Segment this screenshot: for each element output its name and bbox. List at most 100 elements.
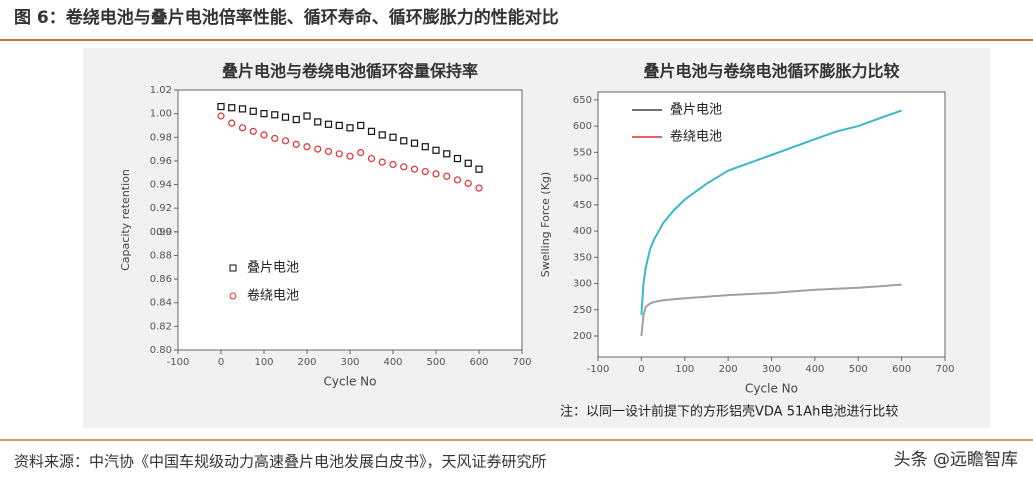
y-tick-label: 400 (573, 226, 592, 237)
y-tick-label: 1.00 (150, 109, 172, 120)
plot-area (177, 89, 523, 351)
point (228, 104, 236, 112)
point (432, 146, 440, 154)
y-tick-label: 0.90 (150, 227, 172, 238)
y-axis-label: Capacity retention (119, 169, 132, 271)
point (217, 102, 225, 111)
point (228, 119, 236, 127)
figure-title: 图 6：卷绕电池与叠片电池倍率性能、循环寿命、循环膨胀力的性能对比 (14, 7, 559, 28)
y-tick-label: 600 (573, 121, 592, 132)
x-axis-label: Cycle No (324, 375, 377, 389)
point (453, 154, 462, 163)
chart-title: 叠片电池与卷绕电池循环膨胀力比较 (643, 62, 899, 81)
point (475, 184, 483, 192)
point (346, 152, 354, 160)
point (335, 150, 343, 158)
x-tick-label: 300 (340, 357, 359, 368)
y-tick-label: 0.92 (150, 203, 172, 214)
y-tick-label: 1.02 (150, 85, 172, 96)
x-tick-label: 700 (512, 357, 531, 368)
x-tick-label: 0 (218, 357, 224, 368)
point (346, 124, 354, 132)
x-tick-label: 300 (762, 364, 781, 375)
point (432, 170, 440, 178)
point (464, 159, 472, 167)
point (410, 165, 419, 173)
point (314, 118, 322, 126)
point (421, 167, 429, 176)
point (314, 145, 322, 153)
y-tick-label: 0.96 (150, 156, 172, 167)
point (281, 137, 290, 145)
point (443, 150, 451, 158)
point (367, 127, 376, 135)
x-tick-label: -100 (167, 357, 190, 368)
y-tick-label: 650 (573, 95, 592, 106)
x-tick-label: 500 (849, 364, 868, 375)
point (271, 111, 279, 119)
y-tick-label: 350 (573, 252, 592, 263)
line (640, 283, 902, 337)
y-tick-label: 0.80 (150, 345, 172, 356)
point (464, 179, 472, 187)
watermark: 头条 @远瞻智库 (894, 450, 1018, 470)
point (389, 160, 397, 169)
point (400, 163, 408, 171)
x-tick-label: 400 (805, 364, 824, 375)
point (443, 172, 451, 180)
point (475, 165, 483, 173)
y-tick-label: 0.88 (150, 250, 172, 261)
point (324, 120, 333, 128)
y-tick-label: 0.82 (150, 321, 172, 332)
point (335, 121, 343, 130)
x-axis-label: Cycle No (745, 382, 798, 396)
y-tick-label: 0.84 (150, 298, 172, 309)
y-tick-label: 200 (573, 331, 592, 342)
x-tick-label: 100 (254, 357, 273, 368)
point (238, 105, 247, 113)
plot-area (597, 91, 946, 358)
x-tick-label: 400 (383, 357, 402, 368)
point (324, 147, 333, 156)
point (292, 115, 300, 124)
point (400, 137, 408, 145)
x-tick-label: 600 (469, 357, 488, 368)
point (238, 124, 247, 132)
legend-label: 叠片电池 (670, 103, 722, 118)
point (421, 143, 429, 151)
legend-marker (229, 292, 237, 300)
x-tick-label: 600 (892, 364, 911, 375)
point (453, 176, 462, 184)
x-tick-label: 100 (675, 364, 694, 375)
y-tick-label: 250 (573, 305, 592, 316)
y-tick-label: 500 (573, 174, 592, 185)
point (303, 143, 311, 151)
point (357, 121, 365, 130)
point (271, 134, 279, 143)
point (260, 110, 268, 118)
x-tick-label: 200 (719, 364, 738, 375)
x-tick-label: 500 (426, 357, 445, 368)
point (367, 154, 376, 163)
point (249, 127, 257, 135)
point (378, 158, 386, 166)
chart-title: 叠片电池与卷绕电池循环容量保持率 (222, 62, 478, 81)
point (389, 133, 397, 141)
y-tick-label: 0.94 (150, 180, 172, 191)
point (303, 112, 311, 120)
legend-label: 叠片电池 (247, 261, 299, 276)
y-tick-label: 0.86 (150, 274, 172, 285)
x-tick-label: -100 (587, 364, 610, 375)
point (378, 131, 386, 139)
legend-label: 卷绕电池 (247, 288, 299, 304)
point (249, 107, 257, 115)
y-tick-label: 0.98 (150, 132, 172, 143)
y-tick-label: 450 (573, 200, 592, 211)
note: 注：以同一设计前提下的方形铝壳VDA 51Ah电池进行比较 (560, 404, 898, 420)
point (217, 112, 225, 120)
point (292, 140, 300, 148)
line (640, 109, 902, 316)
y-tick-label: 0.9 (156, 227, 172, 238)
